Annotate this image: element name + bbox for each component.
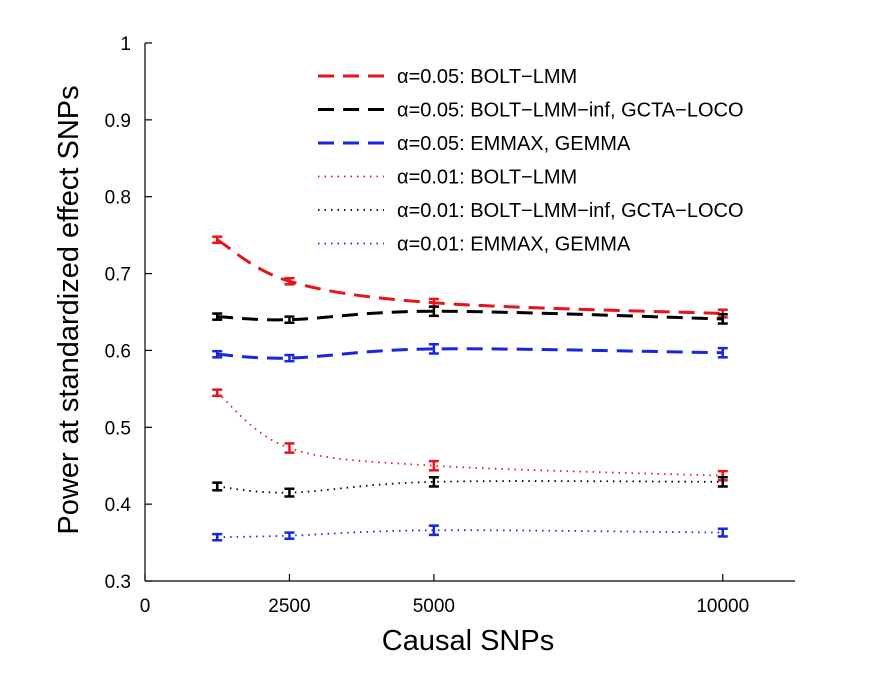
y-tick-label: 0.9: [105, 111, 131, 132]
y-tick-label: 0.3: [105, 572, 131, 593]
error-bar: [717, 346, 728, 359]
series-line: [216, 238, 723, 316]
series-line: [217, 309, 723, 322]
error-bar: [284, 442, 295, 454]
error-bar: [717, 313, 728, 325]
legend-label: α=0.05: BOLT−LMM−inf, GCTA−LOCO: [397, 100, 744, 122]
x-tick-label: 5000: [413, 596, 455, 617]
error-bar: [212, 532, 223, 542]
series-6: [212, 524, 728, 542]
error-bar: [212, 349, 223, 359]
error-bar: [284, 315, 295, 325]
y-tick-label: 0.5: [105, 418, 131, 439]
legend-label: α=0.05: EMMAX, GEMMA: [397, 133, 631, 155]
error-bar: [428, 459, 439, 472]
series-4: [212, 388, 728, 482]
error-bar: [212, 312, 223, 321]
legend-label: α=0.01: BOLT−LMM−inf, GCTA−LOCO: [397, 200, 744, 222]
axes: 0 2500 5000 10000 0.3 0.4 0.5 0.6 0.7 0.8 0.9 1: [105, 34, 795, 617]
error-bar: [212, 481, 223, 492]
series-line: [217, 480, 723, 494]
legend-item: α=0.01: BOLT−LMM−inf, GCTA−LOCO: [318, 200, 744, 222]
error-bar: [284, 353, 295, 363]
series-2: [212, 305, 728, 325]
x-tick-label: 0: [140, 596, 151, 617]
series-line: [216, 391, 723, 477]
legend-item: α=0.05: BOLT−LMM: [318, 66, 577, 88]
x-axis-title: Causal SNPs: [382, 625, 554, 657]
legend-label: α=0.01: BOLT−LMM: [397, 167, 577, 189]
error-bar: [428, 524, 439, 537]
error-bar: [717, 527, 728, 538]
error-bar: [212, 388, 223, 398]
error-bar: [284, 531, 295, 540]
error-bar: [428, 475, 439, 488]
error-bar: [428, 305, 439, 318]
series-3: [212, 343, 728, 363]
y-axis-title: Power at standardized effect SNPs: [53, 85, 85, 534]
legend-item: α=0.01: EMMAX, GEMMA: [318, 234, 631, 256]
x-tick-label: 2500: [268, 596, 310, 617]
error-bar: [284, 487, 295, 498]
y-tick-label: 0.7: [105, 265, 131, 286]
y-tick-label: 1: [120, 34, 131, 55]
y-tick-label: 0.6: [105, 341, 131, 362]
series-layer: [212, 235, 728, 542]
legend-item: α=0.01: BOLT−LMM: [318, 167, 577, 189]
series-line: [217, 529, 723, 539]
legend-label: α=0.01: EMMAX, GEMMA: [397, 234, 631, 256]
error-bar: [212, 235, 223, 245]
y-tick-label: 0.4: [105, 495, 132, 516]
legend-item: α=0.05: EMMAX, GEMMA: [318, 133, 631, 155]
error-bar: [717, 475, 728, 488]
legend-label: α=0.05: BOLT−LMM: [397, 66, 577, 88]
legend: α=0.05: BOLT−LMM α=0.05: BOLT−LMM−inf, GC…: [318, 66, 744, 256]
y-tick-label: 0.8: [105, 188, 131, 209]
series-line: [217, 347, 723, 360]
legend-item: α=0.05: BOLT−LMM−inf, GCTA−LOCO: [318, 100, 744, 122]
series-5: [212, 475, 728, 498]
x-tick-label: 10000: [696, 596, 749, 617]
error-bar: [428, 343, 439, 355]
error-bar: [284, 276, 295, 286]
